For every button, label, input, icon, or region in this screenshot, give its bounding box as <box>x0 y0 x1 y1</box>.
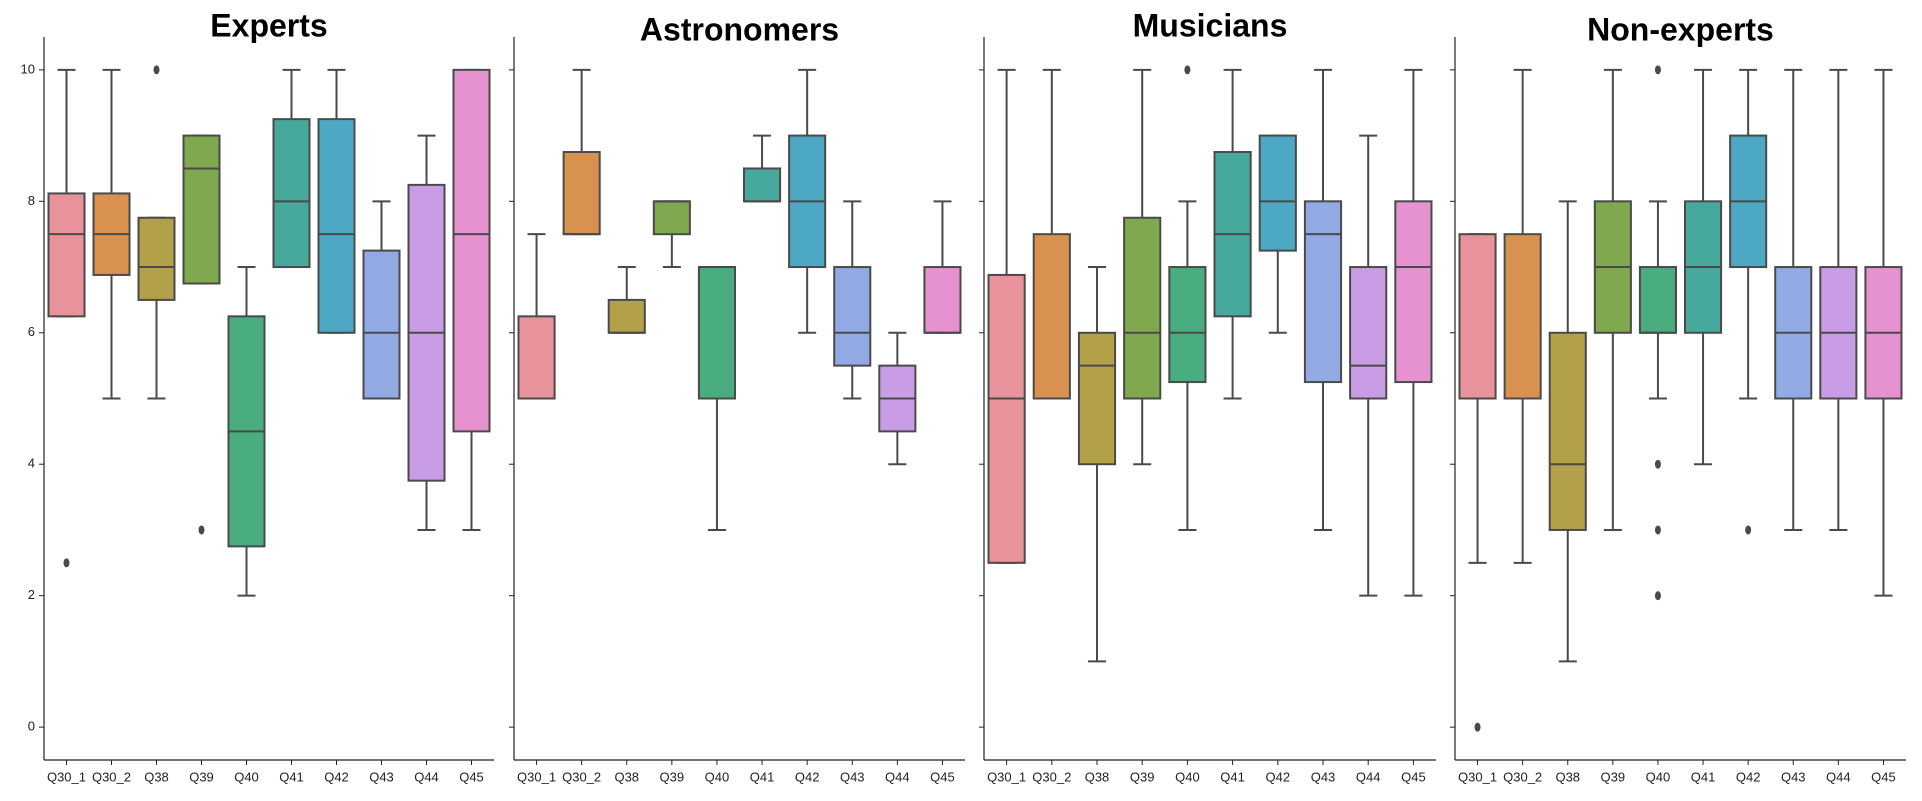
x-tick-label: Q45 <box>930 769 955 784</box>
x-tick-label: Q38 <box>1085 769 1110 784</box>
outlier <box>1654 525 1661 535</box>
x-tick-label: Q42 <box>1266 769 1291 784</box>
x-tick-label: Q38 <box>144 769 169 784</box>
box <box>743 167 782 203</box>
outlier <box>63 558 70 568</box>
x-tick-label: Q42 <box>324 769 349 784</box>
box <box>1168 266 1207 384</box>
x-tick-label: Q40 <box>1646 769 1671 784</box>
x-tick-label: Q30_2 <box>562 769 601 784</box>
x-tick-label: Q39 <box>660 769 685 784</box>
x-tick-label: Q30_1 <box>47 769 86 784</box>
x-tick-label: Q43 <box>1781 769 1806 784</box>
x-tick-label: Q40 <box>234 769 259 784</box>
box <box>137 216 176 301</box>
box <box>272 118 311 269</box>
box <box>987 273 1026 564</box>
box <box>607 298 646 334</box>
panel-title: Experts <box>210 7 327 43</box>
outlier <box>1654 459 1661 469</box>
x-tick-label: Q42 <box>795 769 820 784</box>
box <box>1258 134 1297 252</box>
box <box>1077 331 1117 466</box>
x-tick-label: Q43 <box>840 769 865 784</box>
x-tick-label: Q41 <box>279 769 304 784</box>
outlier <box>153 65 160 75</box>
x-tick-label: Q39 <box>189 769 214 784</box>
box <box>1458 233 1497 400</box>
x-tick-label: Q40 <box>705 769 730 784</box>
box <box>562 151 601 236</box>
x-tick-label: Q39 <box>1130 769 1155 784</box>
box <box>1638 266 1677 334</box>
x-tick-label: Q45 <box>1401 769 1426 784</box>
y-tick-label: 2 <box>28 587 35 602</box>
box <box>1548 331 1587 531</box>
x-tick-label: Q30_1 <box>1458 769 1497 784</box>
x-tick-label: Q41 <box>1220 769 1245 784</box>
x-tick-label: Q44 <box>1356 769 1381 784</box>
x-tick-label: Q45 <box>1871 769 1896 784</box>
x-tick-label: Q30_2 <box>1032 769 1071 784</box>
x-tick-label: Q43 <box>1311 769 1336 784</box>
x-tick-label: Q44 <box>414 769 439 784</box>
x-tick-label: Q30_1 <box>517 769 556 784</box>
x-tick-label: Q44 <box>885 769 910 784</box>
box <box>317 118 356 334</box>
y-tick-label: 8 <box>28 193 35 208</box>
box <box>1349 266 1388 400</box>
box <box>362 249 401 400</box>
panel-title: Musicians <box>1133 7 1288 43</box>
outlier <box>1745 525 1752 535</box>
box <box>1123 216 1162 400</box>
box <box>182 134 221 285</box>
x-tick-label: Q30_2 <box>92 769 131 784</box>
box <box>1394 200 1433 384</box>
box <box>833 266 872 367</box>
x-tick-label: Q42 <box>1736 769 1761 784</box>
x-tick-label: Q41 <box>750 769 775 784</box>
x-tick-label: Q43 <box>369 769 394 784</box>
x-tick-label: Q44 <box>1826 769 1851 784</box>
x-tick-label: Q30_2 <box>1503 769 1542 784</box>
box <box>697 266 736 400</box>
box <box>652 200 691 236</box>
y-tick-label: 0 <box>28 719 35 734</box>
box <box>47 192 86 318</box>
x-tick-label: Q38 <box>1555 769 1580 784</box>
x-tick-label: Q38 <box>614 769 639 784</box>
panel-title: Astronomers <box>640 11 839 47</box>
panel-title: Non-experts <box>1587 11 1774 47</box>
x-tick-label: Q41 <box>1691 769 1716 784</box>
y-tick-label: 4 <box>28 456 35 471</box>
x-tick-label: Q45 <box>459 769 484 784</box>
outlier <box>1654 65 1661 75</box>
box <box>1032 233 1071 400</box>
box <box>1303 200 1343 384</box>
y-tick-label: 6 <box>28 324 35 339</box>
x-tick-label: Q40 <box>1175 769 1200 784</box>
x-tick-label: Q30_1 <box>987 769 1026 784</box>
outlier <box>1474 722 1481 732</box>
y-tick-label: 10 <box>21 61 35 76</box>
box <box>923 266 962 334</box>
outlier <box>198 525 205 535</box>
box <box>452 68 491 433</box>
outlier <box>1654 591 1661 601</box>
outlier <box>1184 65 1191 75</box>
box <box>517 315 556 400</box>
box <box>1503 233 1542 400</box>
x-tick-label: Q39 <box>1601 769 1626 784</box>
